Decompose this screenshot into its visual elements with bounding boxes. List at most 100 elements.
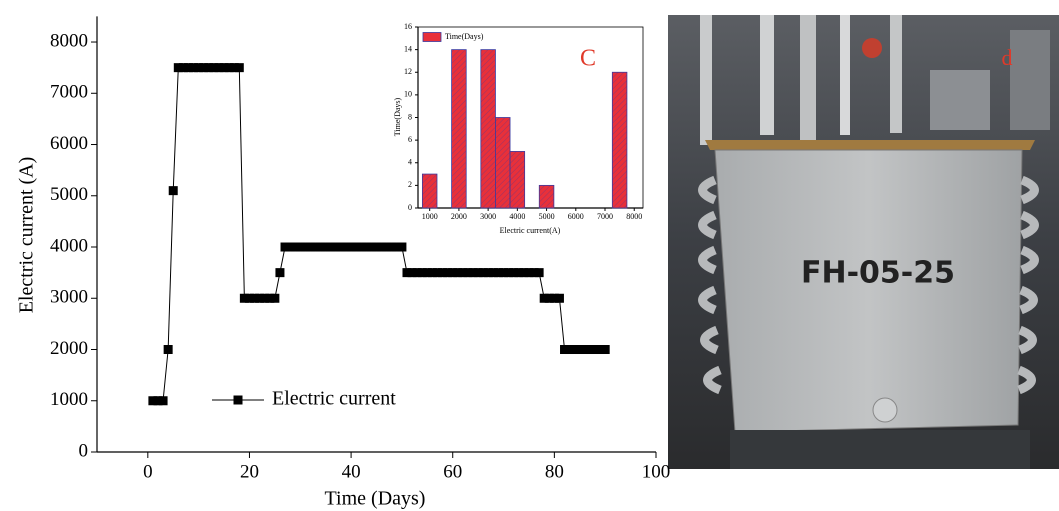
photo: FH-05-25 d: [668, 15, 1059, 469]
y-tick-label: 4000: [50, 235, 88, 256]
x-tick-label: 8000: [626, 212, 642, 221]
marker: [560, 345, 570, 355]
valve: [862, 38, 882, 58]
x-tick-label: 4000: [509, 212, 525, 221]
marker: [529, 268, 539, 278]
bar-hatch: [539, 185, 554, 208]
pipe: [760, 15, 774, 135]
marker: [585, 345, 595, 355]
tank-rim: [705, 140, 1035, 150]
marker: [285, 242, 295, 252]
cabinet: [1010, 30, 1050, 130]
marker: [250, 293, 260, 303]
marker: [346, 242, 356, 252]
x-axis-label: Electric current(A): [500, 226, 561, 235]
marker: [158, 396, 168, 406]
y-axis-label: Electric current (A): [16, 157, 38, 314]
bar-hatch: [480, 49, 496, 208]
marker: [570, 345, 580, 355]
x-tick-label: 7000: [597, 212, 613, 221]
flange: [872, 397, 898, 423]
marker: [565, 345, 575, 355]
marker: [443, 268, 453, 278]
marker: [351, 242, 361, 252]
pipe: [800, 15, 816, 140]
marker: [280, 242, 290, 252]
x-tick-label: 6000: [568, 212, 584, 221]
y-tick-label: 2: [408, 180, 412, 189]
marker: [295, 242, 305, 252]
marker: [214, 63, 224, 73]
y-tick-label: 4: [408, 158, 412, 167]
y-tick-label: 5000: [50, 184, 88, 205]
marker: [255, 293, 265, 303]
marker: [432, 268, 442, 278]
x-tick-label: 5000: [539, 212, 555, 221]
marker: [372, 242, 381, 252]
legend-label: Electric current: [272, 388, 396, 410]
bar-hatch: [422, 174, 437, 208]
marker: [194, 63, 204, 73]
base: [730, 430, 1030, 469]
marker: [438, 268, 448, 278]
marker: [514, 268, 524, 278]
marker: [168, 186, 178, 196]
marker: [366, 242, 376, 252]
marker: [326, 242, 336, 252]
y-tick-label: 7000: [50, 82, 88, 103]
marker: [270, 293, 280, 303]
marker: [453, 268, 463, 278]
marker: [265, 293, 275, 303]
legend-swatch: [422, 32, 442, 42]
y-tick-label: 3000: [50, 287, 88, 308]
marker: [468, 268, 478, 278]
marker: [361, 242, 371, 252]
marker: [331, 242, 341, 252]
marker: [153, 396, 163, 406]
marker: [473, 268, 483, 278]
cabinet: [930, 70, 990, 130]
y-tick-label: 6000: [50, 133, 88, 154]
marker: [163, 345, 173, 355]
marker: [239, 293, 249, 303]
pipe: [890, 15, 902, 133]
marker: [504, 268, 514, 278]
marker: [483, 268, 493, 278]
marker: [219, 63, 229, 73]
marker: [463, 268, 473, 278]
marker: [316, 242, 326, 252]
marker: [417, 268, 427, 278]
coils: [698, 175, 1039, 395]
marker: [407, 268, 417, 278]
marker: [275, 268, 285, 278]
y-tick-label: 0: [408, 203, 412, 212]
chart: 0 2 4 6 8 10 12 14 16 1000 2000 3000 4000 5000 6000 700…: [393, 22, 644, 235]
legend-marker: [233, 395, 243, 405]
marker: [183, 63, 193, 73]
marker: [427, 268, 437, 278]
y-tick-label: 0: [79, 440, 89, 461]
tank-label: FH-05-25: [801, 256, 955, 291]
marker: [392, 242, 402, 252]
marker: [590, 345, 600, 355]
x-tick-label: 80: [545, 462, 564, 483]
y-tick-label: 6: [408, 135, 412, 144]
y-tick-label: 2000: [50, 338, 88, 359]
marker: [148, 396, 158, 406]
marker: [224, 63, 234, 73]
x-axis-label: Time (Days): [325, 488, 426, 510]
bar-hatch: [612, 72, 627, 208]
y-axis-label: Time(Days): [393, 97, 402, 136]
x-tick-label: 1000: [422, 212, 438, 221]
pipe: [840, 15, 850, 135]
y-tick-label: 16: [404, 22, 412, 31]
marker: [534, 268, 544, 278]
marker: [549, 293, 559, 303]
marker: [244, 293, 254, 303]
marker: [290, 242, 300, 252]
marker: [311, 242, 321, 252]
panel-label: d: [1002, 45, 1013, 70]
x-tick-label: 0: [143, 462, 153, 483]
marker: [488, 268, 498, 278]
